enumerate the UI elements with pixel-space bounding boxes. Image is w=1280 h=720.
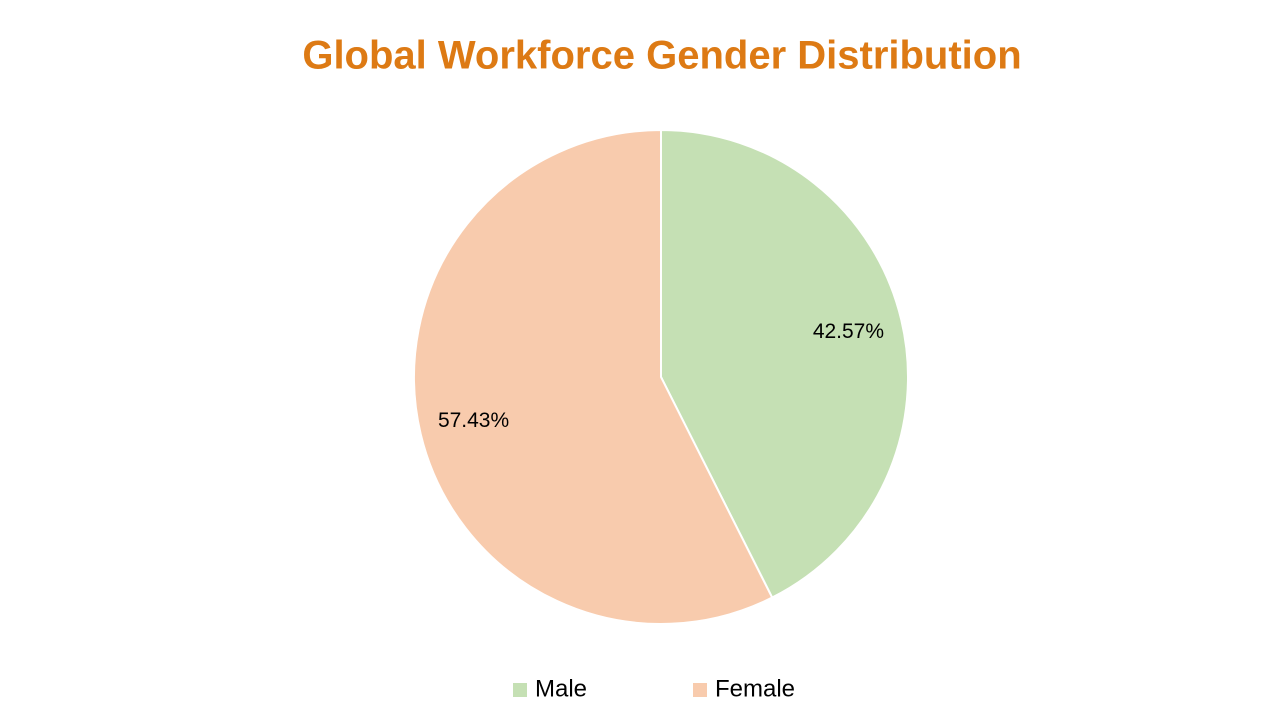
legend-label: Female [715,675,795,702]
legend-swatch [513,683,527,697]
data-label: 42.57% [813,320,884,343]
legend-swatch [693,683,707,697]
pie-slice [660,128,909,599]
pie-slice [413,128,774,625]
chart-title: Global Workforce Gender Distribution [302,34,1021,78]
data-label: 57.43% [438,409,509,432]
legend-label: Male [535,675,587,702]
